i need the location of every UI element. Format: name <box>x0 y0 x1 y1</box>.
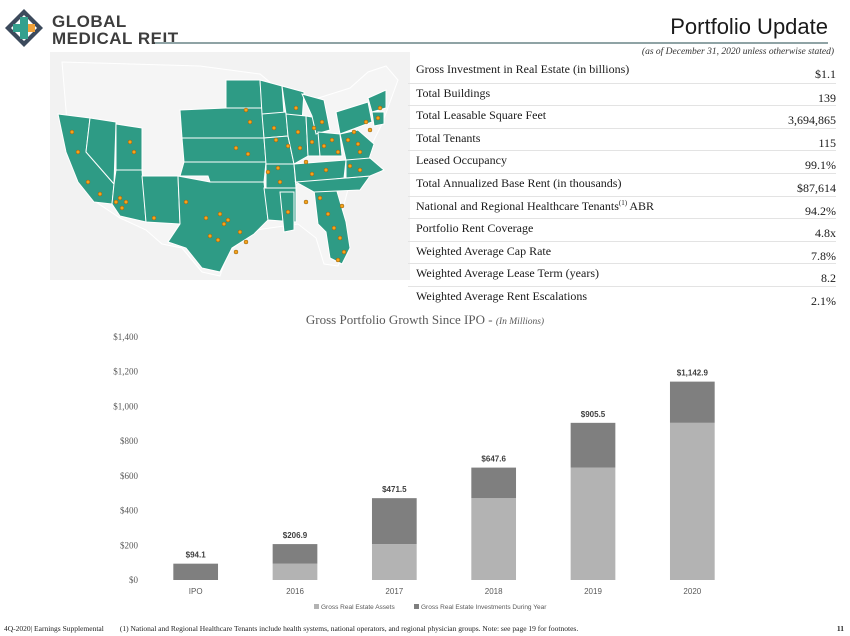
stat-row: Leased Occupancy 99.1% <box>408 150 836 173</box>
as-of-note: (as of December 31, 2020 unless otherwis… <box>641 47 834 57</box>
stat-row: Total Leasable Square Feet 3,694,865 <box>408 105 836 128</box>
y-tick-label: $200 <box>120 540 139 550</box>
stat-value: 4.8x <box>815 226 836 241</box>
stat-label: Weighted Average Rent Escalations <box>416 288 588 303</box>
page-number: 11 <box>836 624 844 633</box>
x-tick-label: 2018 <box>485 587 503 596</box>
bar-investments-during-year <box>173 563 219 580</box>
data-label: $94.1 <box>186 551 207 560</box>
stat-label: Leased Occupancy <box>416 153 507 168</box>
bar-investments-during-year <box>669 381 715 423</box>
stat-value: 8.2 <box>821 271 836 286</box>
page-title: Portfolio Update <box>670 14 828 39</box>
portfolio-map <box>50 52 410 280</box>
legend-label: Gross Real Estate Assets <box>321 604 395 611</box>
global-medical-reit-logo <box>5 9 43 47</box>
y-tick-label: $600 <box>120 471 139 481</box>
bar-real-estate-assets <box>371 544 417 580</box>
bar-investments-during-year <box>471 467 517 499</box>
brand-line-1: GLOBAL <box>52 12 127 31</box>
brand-line-2: MEDICAL REIT <box>52 29 179 48</box>
x-tick-label: IPO <box>189 587 203 596</box>
footnote-marker: (1) <box>618 198 628 207</box>
gross-portfolio-growth-chart: $0 $200 $400 $600 $800 $1,000 $1,200 $1,400 IPO $… <box>113 332 715 611</box>
stat-value: 99.1% <box>805 158 836 173</box>
stat-label: Total Leasable Square Feet <box>416 108 547 123</box>
stat-value: 139 <box>818 90 836 105</box>
stat-row: National and Regional Healthcare Tenants… <box>408 195 836 219</box>
footer-left: 4Q-2020| Earnings Supplemental <box>4 624 104 633</box>
data-label: $1,142.9 <box>677 369 709 378</box>
stat-label: Total Buildings <box>416 85 491 100</box>
data-label: $647.6 <box>481 455 506 464</box>
stat-row: Total Tenants 115 <box>408 127 836 151</box>
legend-swatch-investments <box>414 604 419 609</box>
us-map-graphic <box>57 61 399 277</box>
stat-row: Total Annualized Base Rent (in thousands… <box>408 172 836 196</box>
x-tick-label: 2020 <box>683 587 701 596</box>
bar-real-estate-assets <box>570 467 616 580</box>
bar-investments-during-year <box>272 544 318 564</box>
x-tick-label: 2017 <box>385 587 403 596</box>
stat-row: Portfolio Rent Coverage 4.8x <box>408 218 836 241</box>
chart-title-main: Gross Portfolio Growth Since IPO - <box>305 312 493 327</box>
data-label: $905.5 <box>581 410 606 419</box>
y-tick-label: $400 <box>120 506 139 516</box>
stat-label-main: National and Regional Healthcare Tenants <box>416 198 619 213</box>
stat-value: 94.2% <box>805 203 836 218</box>
x-tick-label: 2019 <box>584 587 602 596</box>
stat-value: 115 <box>818 135 836 150</box>
stat-label: Gross Investment in Real Estate (in bill… <box>416 62 630 76</box>
data-label: $206.9 <box>283 531 308 540</box>
chart-title-subtitle: (In Millions) <box>495 317 545 327</box>
y-tick-label: $1,200 <box>113 367 138 377</box>
data-label: $471.5 <box>382 485 407 494</box>
stat-value: $1.1 <box>815 67 836 81</box>
stat-value: 7.8% <box>811 248 836 263</box>
stat-value: $87,614 <box>797 180 836 195</box>
footer-note: (1) National and Regional Healthcare Ten… <box>119 624 579 633</box>
y-tick-label: $800 <box>120 436 139 446</box>
brand-name: GLOBAL MEDICAL REIT <box>52 13 179 47</box>
stat-row: Gross Investment in Real Estate (in bill… <box>408 60 836 83</box>
portfolio-stats-table: Gross Investment in Real Estate (in bill… <box>408 60 836 309</box>
stat-row: Weighted Average Rent Escalations 2.1% <box>408 285 836 309</box>
header-rule <box>155 42 828 44</box>
legend-swatch-assets <box>314 604 319 609</box>
stat-row: Weighted Average Cap Rate 7.8% <box>408 240 836 264</box>
x-tick-label: 2016 <box>286 587 304 596</box>
stat-value: 2.1% <box>811 293 836 308</box>
y-tick-label: $0 <box>129 575 139 585</box>
stat-label: Total Tenants <box>416 130 481 145</box>
stat-label: Total Annualized Base Rent (in thousands… <box>416 175 622 190</box>
bar-investments-during-year <box>371 498 417 545</box>
legend-label: Gross Real Estate Investments During Yea… <box>421 604 547 611</box>
footer: 4Q-2020| Earnings Supplemental (1) Nation… <box>4 624 578 633</box>
stat-label: Weighted Average Lease Term (years) <box>416 266 599 281</box>
bar-real-estate-assets <box>669 422 715 580</box>
chart-title: Gross Portfolio Growth Since IPO - (In M… <box>0 312 850 328</box>
y-tick-label: $1,000 <box>113 401 138 411</box>
y-tick-label: $1,400 <box>113 332 138 342</box>
bar-investments-during-year <box>570 422 616 468</box>
stat-label: Portfolio Rent Coverage <box>416 221 534 236</box>
stat-row: Weighted Average Lease Term (years) 8.2 <box>408 263 836 286</box>
stat-label-suffix: ABR <box>627 198 655 213</box>
stat-row: Total Buildings 139 <box>408 82 836 106</box>
bar-real-estate-assets <box>272 563 318 580</box>
stat-label: Weighted Average Cap Rate <box>416 243 552 258</box>
bar-real-estate-assets <box>471 498 517 580</box>
stat-value: 3,694,865 <box>788 113 836 128</box>
stat-label: National and Regional Healthcare Tenants… <box>416 199 654 214</box>
